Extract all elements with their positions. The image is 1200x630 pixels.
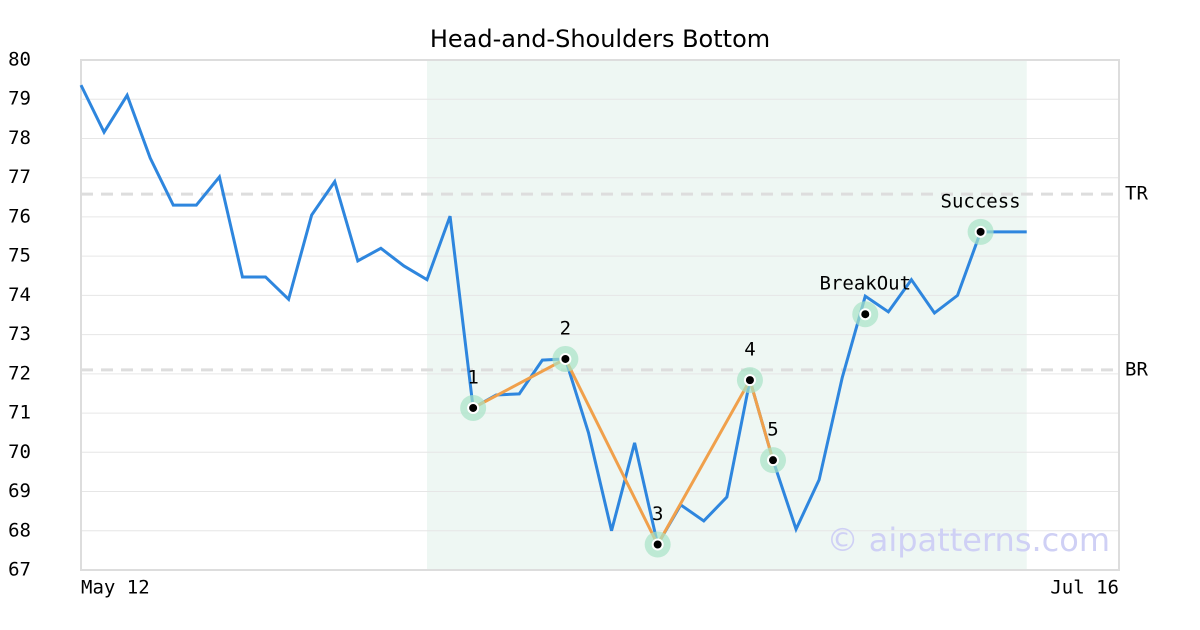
y-tick-label: 79 xyxy=(8,88,31,110)
pivot-point xyxy=(974,225,987,238)
signal-label: Success xyxy=(941,190,1021,212)
y-tick-label: 73 xyxy=(8,323,31,345)
y-tick-label: 72 xyxy=(8,362,31,384)
chart-title: Head-and-Shoulders Bottom xyxy=(430,25,770,53)
level-label: TR xyxy=(1125,183,1148,205)
pivot-point xyxy=(559,352,572,365)
y-tick-label: 80 xyxy=(8,49,31,71)
pivot-label: 3 xyxy=(652,503,663,525)
pivot-point xyxy=(467,401,480,414)
pivot-label: 2 xyxy=(560,317,571,339)
pattern-region xyxy=(427,60,1027,570)
y-tick-label: 67 xyxy=(8,559,31,581)
plot-frame xyxy=(80,59,1120,571)
level-label: BR xyxy=(1125,358,1148,380)
y-tick-label: 77 xyxy=(8,166,31,188)
y-tick-label: 70 xyxy=(8,441,31,463)
y-tick-label: 69 xyxy=(8,480,31,502)
y-tick-label: 68 xyxy=(8,519,31,541)
pivot-label: 5 xyxy=(767,419,778,441)
y-tick-label: 78 xyxy=(8,127,31,149)
x-tick-label: May 12 xyxy=(81,577,150,599)
y-tick-label: 76 xyxy=(8,205,31,227)
pivot-point xyxy=(651,538,664,551)
x-tick-label: Jul 16 xyxy=(1050,577,1119,599)
pivot-label: 1 xyxy=(467,366,478,388)
y-tick-label: 71 xyxy=(8,402,31,424)
pivot-point xyxy=(767,454,779,467)
watermark: © aipatterns.com xyxy=(827,521,1110,559)
signal-label: BreakOut xyxy=(820,273,912,295)
pivot-label: 4 xyxy=(744,339,755,361)
y-tick-label: 75 xyxy=(8,245,31,267)
pivot-point xyxy=(743,374,756,387)
y-tick-label: 74 xyxy=(8,284,31,306)
pivot-point xyxy=(859,308,872,321)
